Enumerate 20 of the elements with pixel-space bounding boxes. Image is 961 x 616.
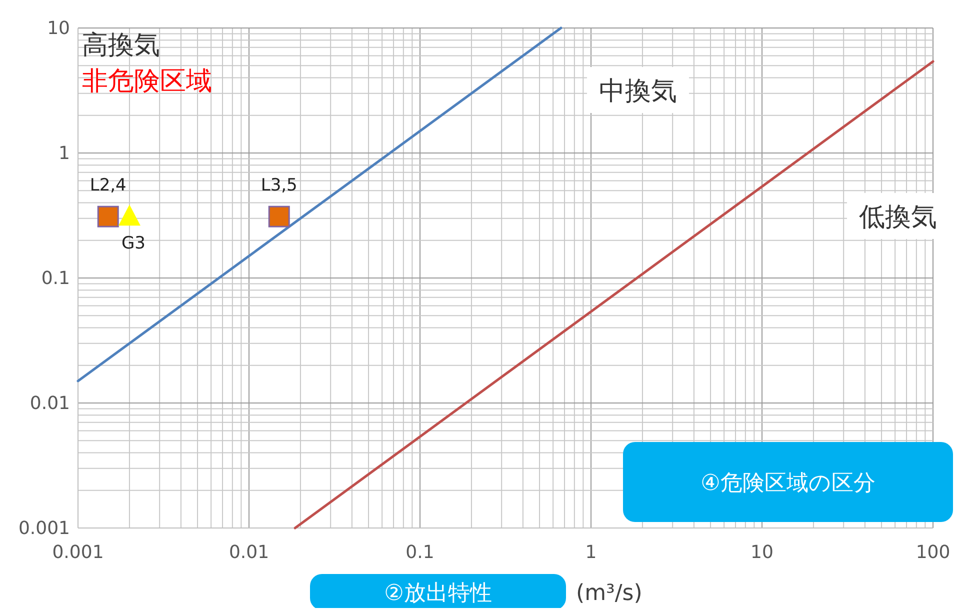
annotation: 中換気 <box>599 76 677 106</box>
y-tick-label: 0.1 <box>41 268 70 289</box>
annotation: ④危険区域の区分 <box>700 470 876 496</box>
x-tick-label: 100 <box>916 542 950 563</box>
annotation: 低換気 <box>859 202 937 232</box>
y-tick-label: 1 <box>58 143 70 164</box>
x-tick-label: 0.01 <box>228 542 270 563</box>
y-tick-label: 0.01 <box>30 393 70 414</box>
y-tick-label: 0.001 <box>18 518 70 539</box>
annotation: L2,4 <box>90 176 126 196</box>
x-tick-label: 0.1 <box>406 542 434 563</box>
x-tick-label: 1 <box>585 542 597 563</box>
text: ②放出特性 <box>384 580 492 606</box>
annotation: 非危険区域 <box>82 66 212 96</box>
x-tick-label: 10 <box>750 542 774 563</box>
annotation: G3 <box>121 234 146 254</box>
x-axis-title: (m³/s) <box>576 581 642 606</box>
y-tick-label: 10 <box>47 18 70 39</box>
annotation: 高換気 <box>82 30 160 60</box>
annotation: L3,5 <box>260 176 298 196</box>
